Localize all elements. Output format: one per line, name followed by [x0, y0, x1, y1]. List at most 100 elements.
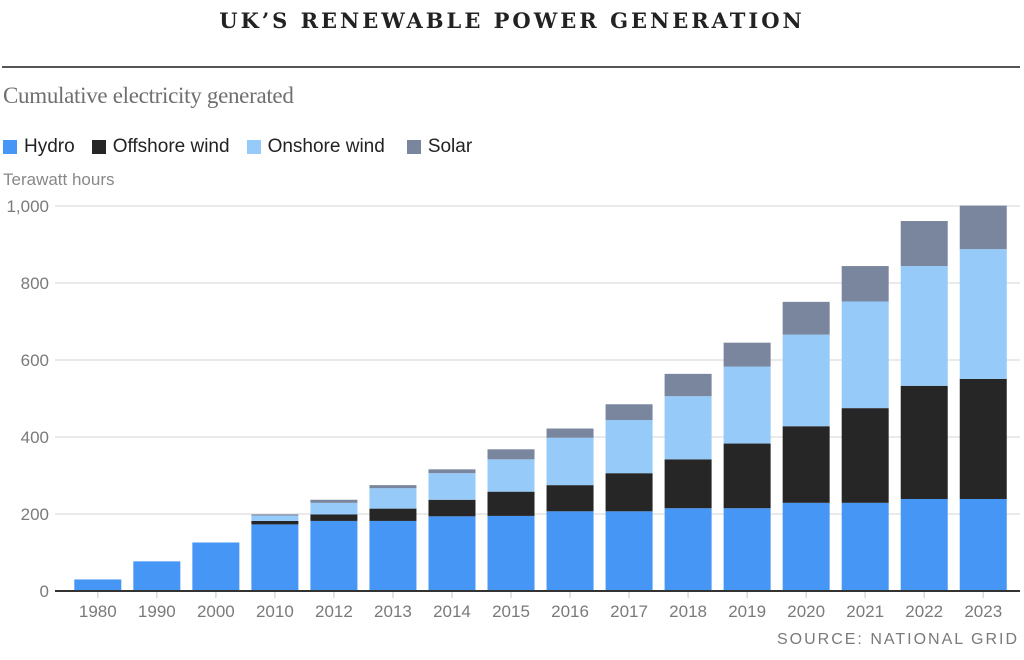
x-tick-label: 2019	[728, 602, 766, 621]
x-tick-label: 2021	[846, 602, 884, 621]
bar-group-1990	[133, 561, 181, 591]
bar-offshore-wind-2023	[959, 378, 1007, 499]
bar-group-1980	[74, 579, 122, 591]
bar-onshore-wind-2015	[487, 459, 535, 492]
x-tick-label: 2016	[551, 602, 589, 621]
bar-solar-2012	[310, 499, 358, 503]
bar-group-2000	[192, 542, 240, 591]
bar-hydro-2023	[959, 498, 1007, 591]
bar-solar-2018	[664, 373, 712, 397]
legend-label-offshore-wind: Offshore wind	[112, 136, 230, 157]
legend-item-hydro: Hydro	[3, 136, 75, 158]
x-tick-label: 2014	[433, 602, 471, 621]
bar-hydro-2013	[369, 520, 417, 591]
bar-onshore-wind-2020	[782, 334, 830, 427]
bar-onshore-wind-2014	[428, 473, 476, 500]
y-tick-label: 400	[21, 428, 49, 447]
bar-offshore-wind-2016	[546, 485, 594, 512]
x-tick-label: 1980	[79, 602, 117, 621]
bar-solar-2019	[723, 342, 771, 367]
bar-onshore-wind-2016	[546, 437, 594, 486]
bar-offshore-wind-2022	[900, 385, 948, 499]
bar-offshore-wind-2015	[487, 491, 535, 516]
legend-label-onshore-wind: Onshore wind	[267, 136, 385, 157]
legend-swatch-solar	[406, 140, 421, 154]
bar-group-2013	[369, 485, 417, 591]
x-tick-label: 2018	[669, 602, 707, 621]
bar-hydro-2017	[605, 511, 653, 591]
legend-swatch-onshore-wind	[246, 140, 261, 154]
legend: Hydro Offshore wind Onshore wind Solar	[3, 136, 489, 158]
bar-solar-2020	[782, 301, 830, 335]
bar-offshore-wind-2013	[369, 508, 417, 521]
bar-onshore-wind-2019	[723, 366, 771, 444]
bar-hydro-1990	[133, 561, 181, 591]
x-tick-label: 2020	[787, 602, 825, 621]
bar-hydro-2015	[487, 515, 535, 591]
bar-group-2017	[605, 404, 653, 591]
bar-onshore-wind-2017	[605, 420, 653, 474]
title-divider	[2, 66, 1020, 68]
legend-item-onshore-wind: Onshore wind	[246, 136, 385, 158]
bar-solar-2010	[251, 514, 299, 516]
x-tick-label: 2022	[905, 602, 943, 621]
bar-hydro-2018	[664, 508, 712, 591]
legend-label-solar: Solar	[427, 136, 473, 157]
bar-offshore-wind-2019	[723, 443, 771, 509]
y-axis-label: Terawatt hours	[3, 170, 115, 189]
bar-group-2019	[723, 342, 771, 591]
bar-onshore-wind-2010	[251, 515, 299, 521]
x-axis: 1980 1990 2000 2010 2012 2013 2014 2015 2016 2017…	[55, 590, 1020, 621]
bar-solar-2021	[841, 266, 889, 302]
bar-onshore-wind-2023	[959, 249, 1007, 379]
bar-hydro-2012	[310, 520, 358, 591]
bar-group-2012	[310, 499, 358, 591]
bar-solar-2023	[959, 205, 1007, 250]
bar-solar-2015	[487, 449, 535, 460]
bar-hydro-2000	[192, 542, 240, 591]
bar-offshore-wind-2012	[310, 514, 358, 521]
chart-title: UK’S RENEWABLE POWER GENERATION	[219, 8, 805, 33]
bar-onshore-wind-2018	[664, 396, 712, 460]
bar-hydro-2019	[723, 508, 771, 591]
bar-offshore-wind-2014	[428, 499, 476, 517]
source-note: SOURCE: NATIONAL GRID	[776, 631, 1019, 648]
y-tick-label: 1,000	[6, 197, 49, 216]
bar-onshore-wind-2012	[310, 502, 358, 515]
y-tick-labels: 0 200 400 600 800 1,000	[6, 197, 49, 601]
bar-hydro-2010	[251, 524, 299, 591]
bar-solar-2016	[546, 428, 594, 438]
bar-group-2021	[841, 266, 889, 591]
x-tick-label: 2017	[610, 602, 648, 621]
bar-solar-2013	[369, 485, 417, 489]
legend-item-solar: Solar	[406, 136, 473, 158]
bars	[74, 205, 1007, 591]
legend-label-hydro: Hydro	[24, 136, 75, 157]
bar-offshore-wind-2017	[605, 473, 653, 512]
legend-swatch-hydro	[3, 140, 17, 154]
y-tick-label: 0	[40, 582, 49, 601]
x-tick-label: 1990	[138, 602, 176, 621]
bar-hydro-2020	[782, 502, 830, 591]
bar-group-2014	[428, 469, 476, 591]
y-tick-label: 200	[21, 505, 49, 524]
bar-onshore-wind-2022	[900, 266, 948, 386]
bar-hydro-2021	[841, 502, 889, 591]
bar-offshore-wind-2021	[841, 408, 889, 503]
bar-offshore-wind-2010	[251, 520, 299, 525]
bar-group-2023	[959, 205, 1007, 591]
x-tick-label: 2015	[492, 602, 530, 621]
chart-subtitle: Cumulative electricity generated	[3, 83, 294, 108]
bar-group-2016	[546, 428, 594, 591]
x-tick-label: 2012	[315, 602, 353, 621]
y-tick-label: 600	[21, 351, 49, 370]
bar-group-2018	[664, 373, 712, 591]
bar-solar-2017	[605, 404, 653, 421]
bar-solar-2014	[428, 469, 476, 474]
bar-offshore-wind-2018	[664, 459, 712, 509]
x-tick-label: 2010	[256, 602, 294, 621]
x-tick-label: 2013	[374, 602, 412, 621]
bar-group-2022	[900, 221, 948, 591]
bar-offshore-wind-2020	[782, 426, 830, 503]
